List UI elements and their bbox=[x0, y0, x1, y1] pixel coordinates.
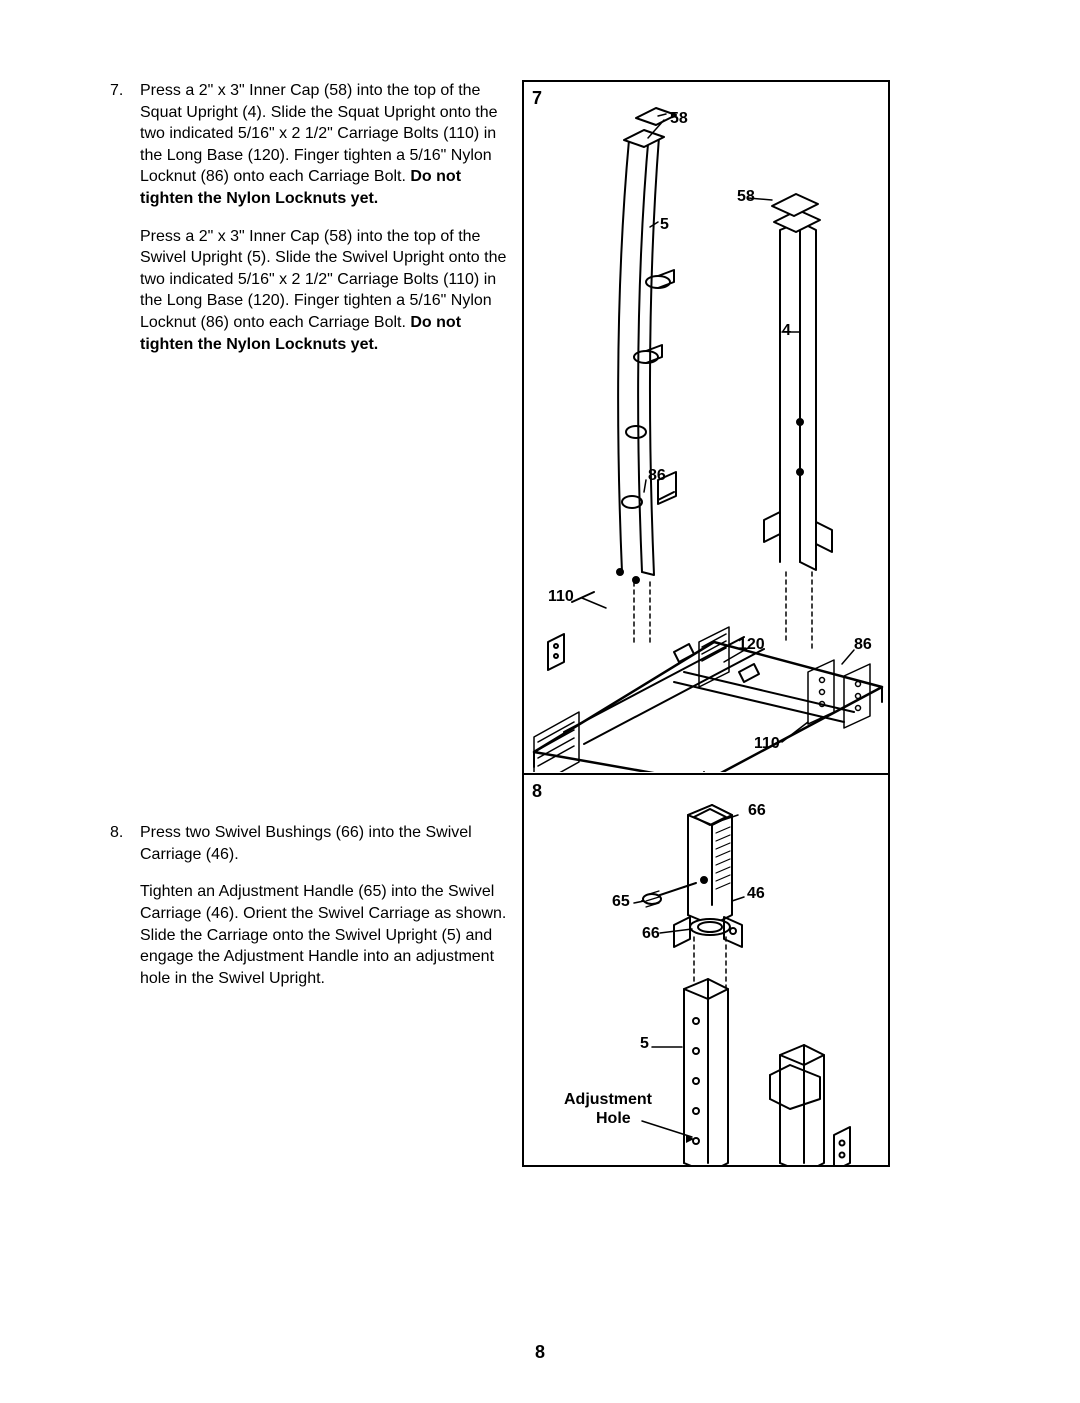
figure-7-box: 7 bbox=[522, 80, 890, 773]
fig7-label-58b: 58 bbox=[737, 188, 755, 206]
fig7-label-4: 4 bbox=[782, 322, 791, 340]
page-number: 8 bbox=[0, 1342, 1080, 1363]
fig8-label-hole: Hole bbox=[596, 1110, 631, 1128]
step-number: 8. bbox=[110, 822, 140, 1005]
step-8-paragraph-2: Tighten an Adjustment Handle (65) into t… bbox=[140, 881, 510, 989]
fig8-label-66a: 66 bbox=[748, 802, 766, 820]
fig8-label-65: 65 bbox=[612, 893, 630, 911]
figure-column: 7 bbox=[522, 80, 890, 1167]
figure-number: 8 bbox=[532, 781, 542, 802]
fig7-label-110b: 110 bbox=[754, 735, 780, 753]
step-body: Press a 2" x 3" Inner Cap (58) into the … bbox=[140, 80, 510, 371]
instruction-text-column: 7. Press a 2" x 3" Inner Cap (58) into t… bbox=[110, 80, 510, 1167]
fig7-label-86a: 86 bbox=[648, 467, 666, 485]
fig8-label-5: 5 bbox=[640, 1035, 649, 1053]
fig8-label-66b: 66 bbox=[642, 925, 660, 943]
step-body: Press two Swivel Bushings (66) into the … bbox=[140, 822, 510, 1005]
fig7-label-58a: 58 bbox=[670, 110, 688, 128]
fig7-label-86b: 86 bbox=[854, 636, 872, 654]
figure-number: 7 bbox=[532, 88, 542, 109]
step-7-paragraph-1: Press a 2" x 3" Inner Cap (58) into the … bbox=[140, 80, 510, 210]
fig7-label-5: 5 bbox=[660, 216, 669, 234]
step-8: 8. Press two Swivel Bushings (66) into t… bbox=[110, 822, 510, 1005]
fig8-label-46: 46 bbox=[747, 885, 765, 903]
step-7-paragraph-2: Press a 2" x 3" Inner Cap (58) into the … bbox=[140, 226, 510, 356]
step-7: 7. Press a 2" x 3" Inner Cap (58) into t… bbox=[110, 80, 510, 371]
fig8-label-adj: Adjustment bbox=[564, 1091, 652, 1109]
step-8-paragraph-1: Press two Swivel Bushings (66) into the … bbox=[140, 822, 510, 865]
fig7-label-110a: 110 bbox=[548, 588, 574, 606]
fig7-label-120: 120 bbox=[738, 636, 765, 654]
step-number: 7. bbox=[110, 80, 140, 371]
figure-7-diagram bbox=[524, 82, 888, 772]
figure-8-box: 8 bbox=[522, 773, 890, 1167]
